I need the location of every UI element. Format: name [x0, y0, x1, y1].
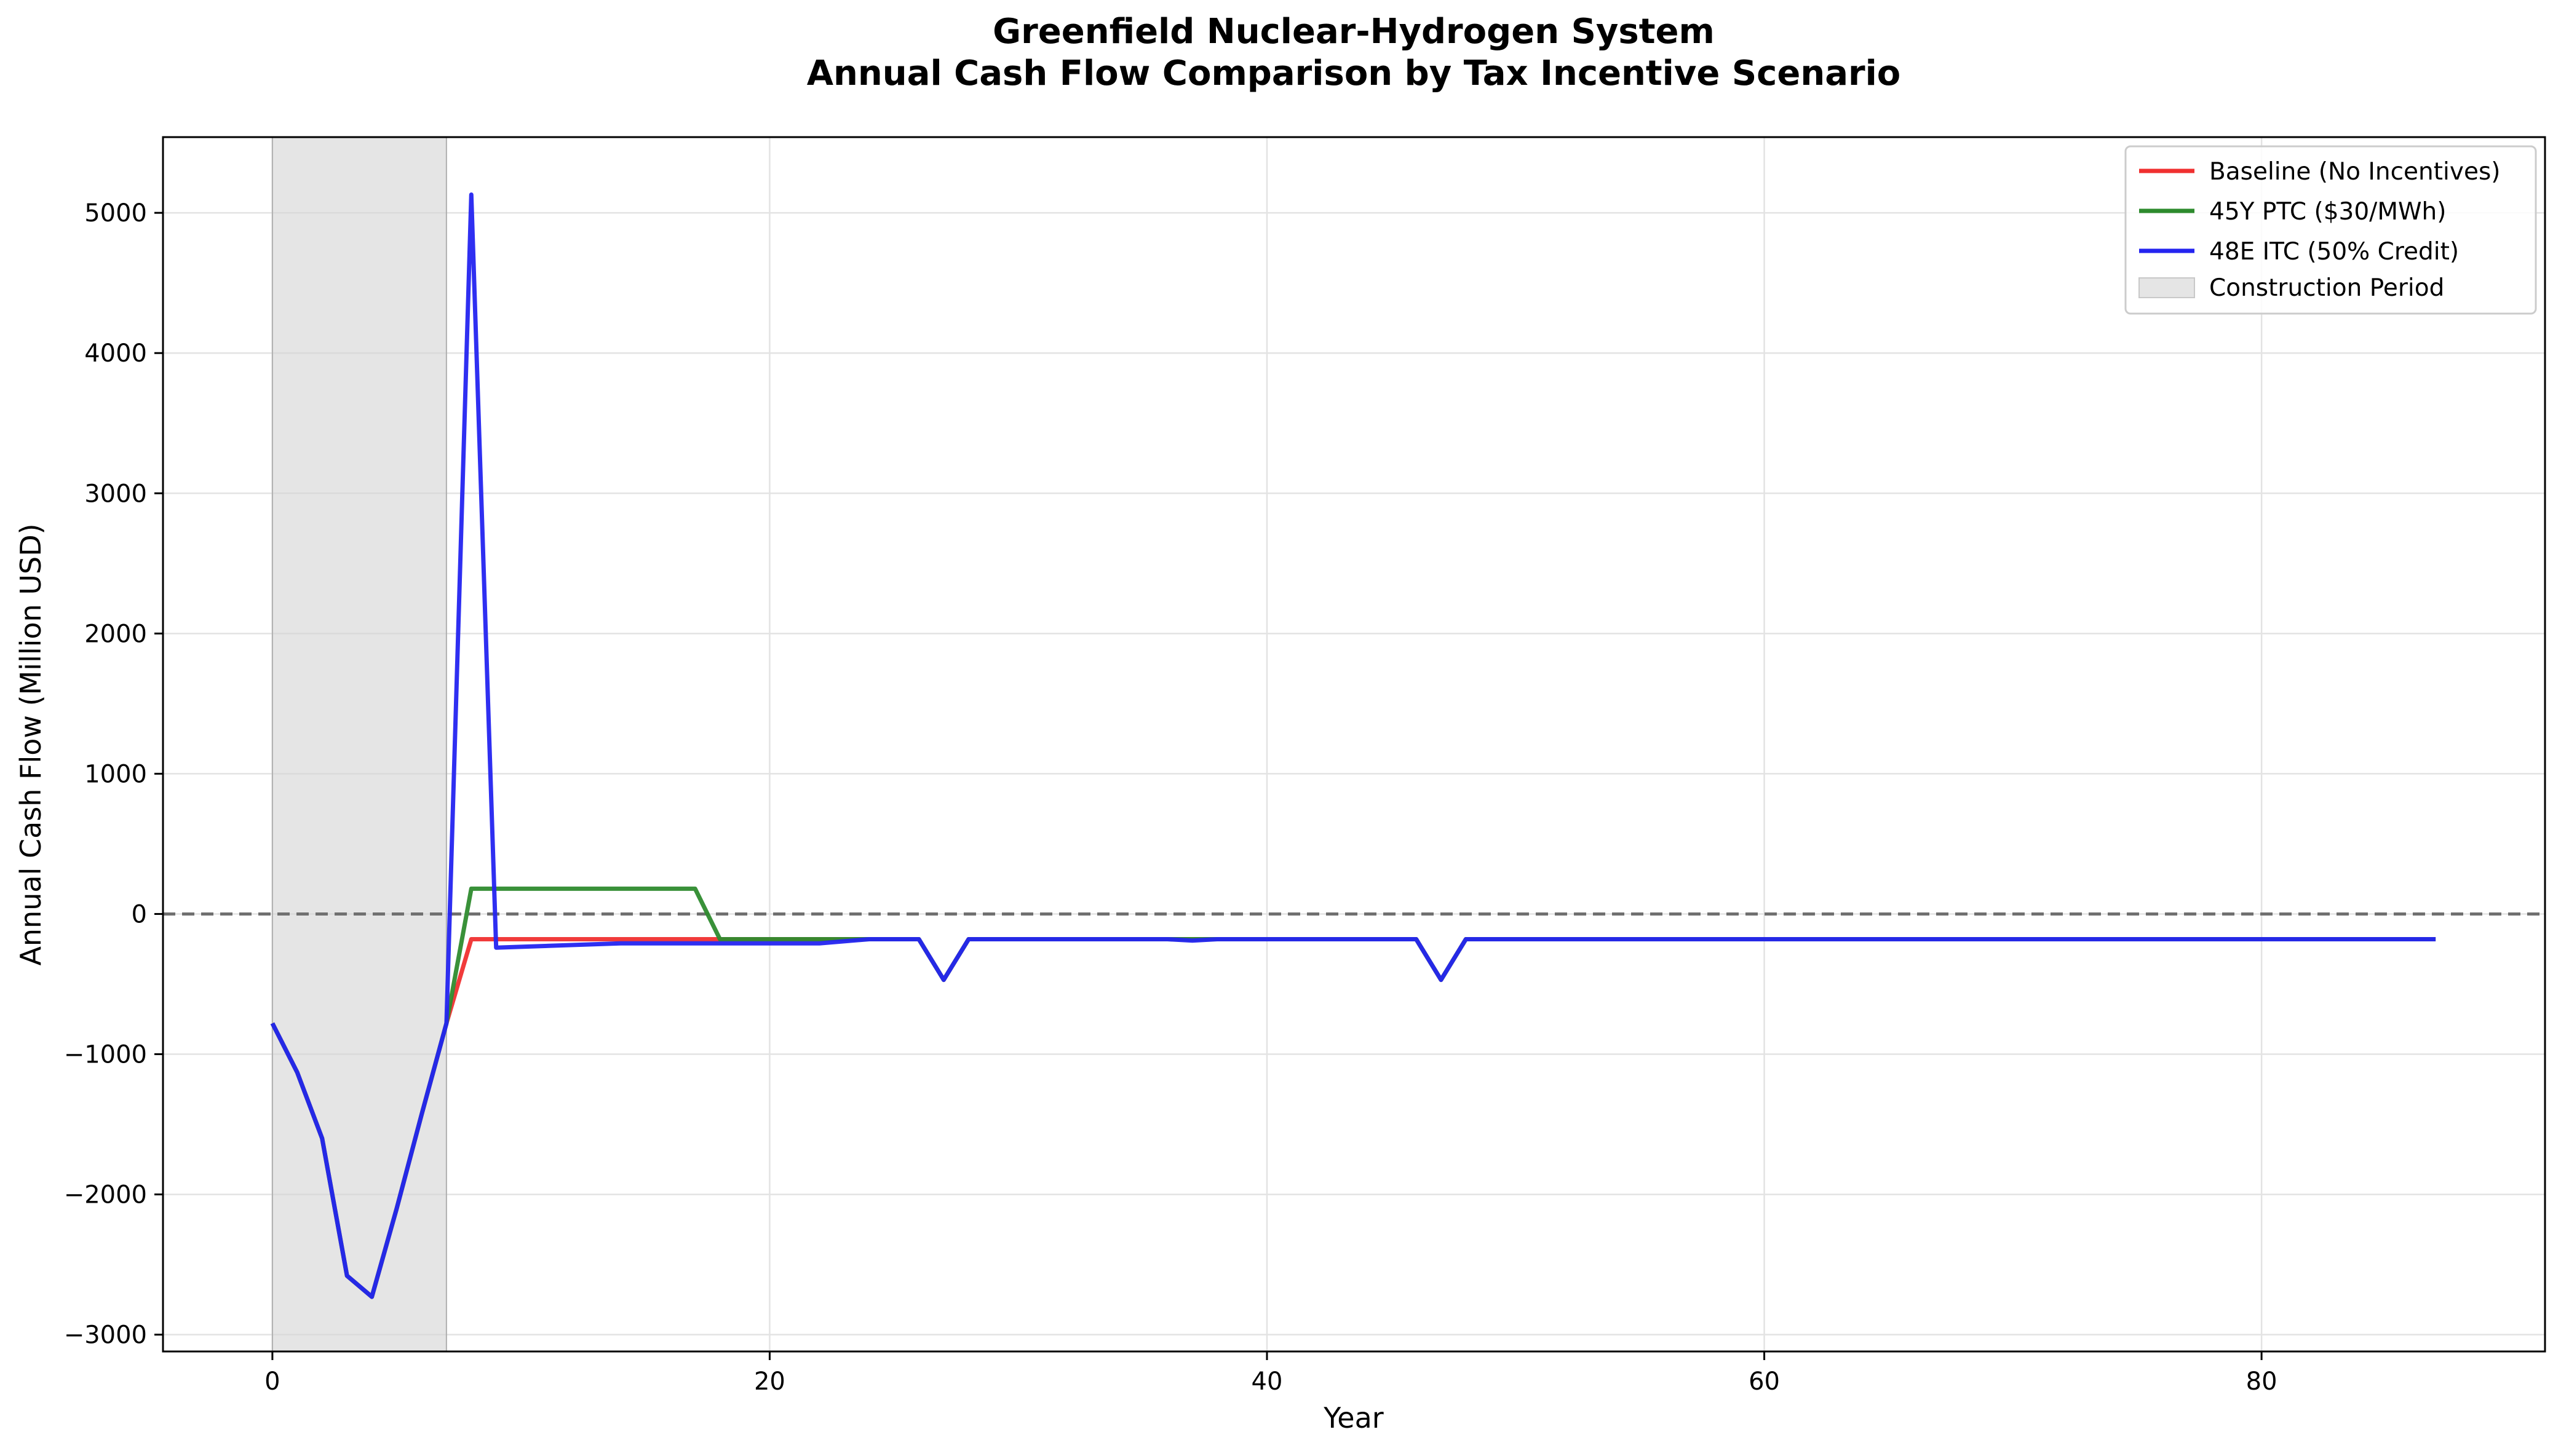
chart-title-line-1: Greenfield Nuclear-Hydrogen System	[993, 12, 1715, 52]
construction-shade-layer	[271, 136, 447, 1352]
y-tick-label-2000: 2000	[84, 620, 147, 648]
legend-label-48e-itc: 48E ITC (50% Credit)	[2209, 238, 2459, 266]
legend-label-construction: Construction Period	[2209, 274, 2444, 302]
y-axis-label: Annual Cash Flow (Million USD)	[14, 523, 47, 965]
legend-label-baseline: Baseline (No Incentives)	[2209, 158, 2501, 186]
x-tick-label-40: 40	[1252, 1367, 1283, 1396]
y-tick-label--3000: −3000	[64, 1321, 147, 1350]
plot-frame	[162, 136, 2546, 1353]
x-tick-label-60: 60	[1749, 1367, 1780, 1396]
x-tick-label-0: 0	[264, 1367, 280, 1396]
chart-title-line-2: Annual Cash Flow Comparison by Tax Incen…	[807, 53, 1901, 93]
y-axis-ticks: −3000 −2000 −1000 0 1000 2000 3000 4000 5000	[64, 199, 163, 1350]
legend-box	[2124, 145, 2537, 315]
y-tick-label-3000: 3000	[84, 480, 147, 508]
x-axis-ticks: 0 20 40 60 80	[264, 1351, 2277, 1396]
y-tick-label--2000: −2000	[64, 1181, 147, 1209]
legend-label-45y-ptc: 45Y PTC ($30/MWh)	[2209, 198, 2446, 226]
legend-swatch-construction	[2138, 277, 2195, 298]
y-tick-label-1000: 1000	[84, 760, 147, 788]
construction-period-shade	[271, 136, 447, 1352]
x-tick-label-80: 80	[2246, 1367, 2277, 1396]
y-tick-label-4000: 4000	[84, 339, 147, 368]
legend: Baseline (No Incentives) 45Y PTC ($30/MW…	[2124, 145, 2537, 315]
y-tick-label-5000: 5000	[84, 199, 147, 228]
x-tick-label-20: 20	[754, 1367, 785, 1396]
x-axis-label: Year	[1323, 1401, 1383, 1434]
y-tick-label-0: 0	[132, 900, 147, 928]
grid	[163, 137, 2545, 1351]
series-layer	[270, 192, 2436, 1299]
y-tick-label--1000: −1000	[64, 1041, 147, 1069]
series-line-48e-itc	[270, 192, 2436, 1299]
